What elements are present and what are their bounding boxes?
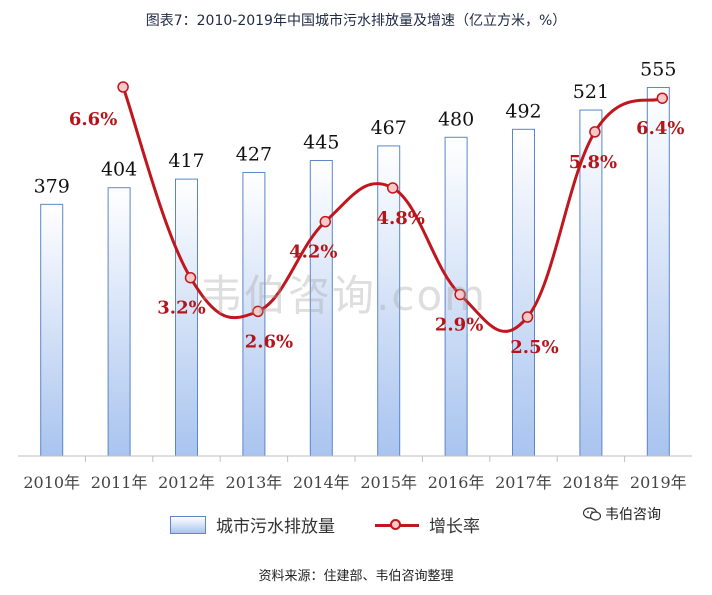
- growth-rate-label: 6.6%: [69, 109, 117, 130]
- growth-rate-marker: [319, 215, 332, 228]
- legend-item-bar: 城市污水排放量: [170, 512, 335, 537]
- x-tick-label: 2013年: [226, 473, 283, 492]
- growth-rate-marker: [117, 81, 129, 93]
- growth-rate-marker: [521, 311, 534, 323]
- bar-2011年: [107, 187, 131, 457]
- bar-value-label: 379: [34, 175, 70, 197]
- chart-title: 图表7：2010-2019年中国城市污水排放量及增速（亿立方米，%）: [145, 13, 567, 29]
- growth-rate-label: 2.5%: [510, 337, 558, 358]
- bar-value-label: 555: [640, 58, 676, 80]
- bar-value-labels: 379 404 417 427 445 467 480 492 521 555: [34, 58, 677, 197]
- wechat-icon: [583, 507, 601, 521]
- growth-rate-label: 2.6%: [245, 331, 293, 352]
- growth-rate-label: 2.9%: [435, 315, 483, 336]
- bar-value-label: 480: [438, 108, 474, 130]
- growth-rate-marker: [589, 126, 601, 138]
- growth-rate-marker: [184, 271, 197, 284]
- x-tick-label: 2012年: [158, 473, 215, 492]
- bar-value-label: 521: [573, 81, 609, 103]
- x-tick-label: 2015年: [360, 473, 417, 492]
- bar-2014年: [309, 160, 333, 457]
- growth-rate-label: 6.4%: [636, 118, 684, 139]
- growth-rate-marker: [454, 288, 466, 301]
- growth-rate-label: 4.8%: [376, 208, 424, 229]
- x-axis-ticks: 2010年 2011年 2012年 2013年 2014年 2015年 2016年 2017年…: [23, 456, 687, 492]
- bar-value-label: 467: [371, 117, 407, 139]
- legend-line-label: 增长率: [429, 517, 480, 537]
- growth-rate-marker: [656, 92, 669, 104]
- growth-rate-label: 4.2%: [289, 242, 337, 263]
- growth-rate-marker: [252, 305, 264, 318]
- bar-value-label: 427: [236, 143, 272, 165]
- x-tick-label: 2019年: [630, 473, 687, 492]
- x-tick-label: 2018年: [563, 473, 620, 492]
- brand-label: 韦伯咨询: [605, 507, 661, 523]
- bar-value-label: 417: [168, 150, 204, 172]
- bar-2019年: [646, 86, 670, 457]
- legend-item-line: 增长率: [375, 512, 480, 537]
- growth-rate-markers: [117, 81, 669, 323]
- x-tick-label: 2011年: [91, 473, 148, 492]
- growth-rate-labels: 6.6% 3.2% 2.6% 4.2% 4.8% 2.9% 2.5% 5.8% 6.4%: [69, 109, 685, 358]
- legend-line-swatch: [375, 517, 419, 533]
- legend-bar-label: 城市污水排放量: [216, 517, 335, 537]
- x-tick-label: 2017年: [495, 473, 552, 492]
- bar-value-label: 492: [505, 100, 541, 122]
- x-tick-label: 2016年: [428, 473, 485, 492]
- growth-rate-label: 5.8%: [569, 152, 617, 173]
- source-note: 资料来源：住建部、韦伯咨询整理: [258, 569, 454, 584]
- growth-rate-label: 3.2%: [157, 298, 205, 319]
- chart-legend: 城市污水排放量 增长率: [170, 512, 510, 537]
- growth-rate-marker: [386, 182, 399, 194]
- brand-badge: 韦伯咨询: [583, 504, 661, 524]
- bar-value-label: 445: [303, 132, 339, 154]
- x-tick-label: 2010年: [23, 473, 80, 492]
- bar-2015年: [377, 145, 401, 457]
- x-tick-label: 2014年: [293, 473, 350, 492]
- bar-2017年: [512, 128, 535, 457]
- bar-2010年: [40, 203, 64, 457]
- legend-bar-swatch: [170, 515, 206, 534]
- bar-series: [40, 86, 670, 457]
- bar-value-label: 404: [101, 159, 137, 181]
